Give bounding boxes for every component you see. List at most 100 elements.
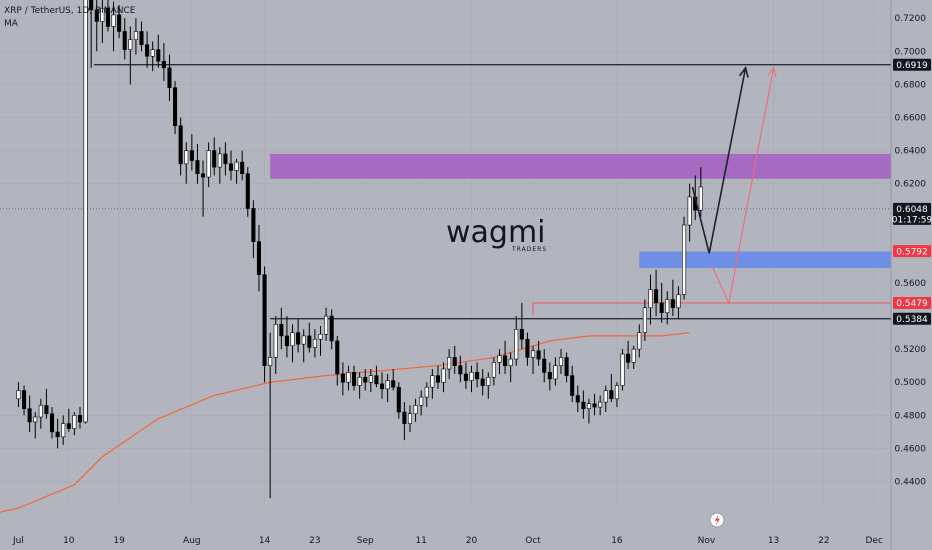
candle — [385, 373, 390, 403]
x-tick-label: 19 — [113, 536, 125, 546]
candle — [514, 316, 519, 366]
candle-body — [128, 39, 133, 50]
candle — [698, 167, 703, 217]
candle-body — [435, 375, 440, 383]
candle-body — [61, 423, 66, 438]
candle-body — [312, 338, 317, 348]
candle-body — [648, 289, 653, 309]
candle — [133, 18, 138, 55]
candle-body — [475, 372, 480, 380]
candle-body — [654, 289, 659, 304]
candle — [586, 398, 591, 424]
candle — [396, 382, 401, 419]
candle-body — [290, 332, 295, 347]
candle — [352, 365, 357, 391]
candle — [223, 142, 228, 176]
y-tick-label: 0.7200 — [895, 14, 927, 24]
candle — [620, 349, 625, 391]
x-tick-label: Sep — [357, 536, 374, 546]
candle-body — [547, 372, 552, 380]
candle-body — [586, 403, 591, 410]
x-tick-label: 20 — [466, 536, 478, 546]
candle — [184, 142, 189, 184]
candle — [430, 369, 435, 399]
price-axis[interactable]: 0.7200 0.7000 0.6800 0.6600 0.6400 0.6200 0.56… — [895, 14, 927, 487]
candle-body — [33, 416, 38, 423]
candle-body — [273, 324, 278, 358]
candle — [391, 369, 396, 391]
candle-body — [301, 335, 306, 345]
candle — [268, 332, 273, 499]
watermark-brand: wagmi — [446, 215, 546, 250]
candle — [519, 302, 524, 350]
candle — [463, 362, 468, 389]
candle — [161, 43, 166, 82]
chart-title: XRP / TetherUS, 1D, BINANCE — [4, 6, 136, 16]
candle-body — [368, 375, 373, 383]
candle — [139, 21, 144, 52]
candle-body — [122, 31, 127, 50]
candle-body — [620, 353, 625, 386]
candle-body — [575, 395, 580, 403]
candle — [189, 134, 194, 171]
candle-body — [659, 302, 664, 314]
candle-body — [94, 9, 99, 22]
resistance-zone — [270, 153, 891, 179]
zones-layer — [270, 153, 891, 269]
candle — [22, 385, 27, 416]
candle-body — [223, 153, 228, 165]
candle-body — [514, 328, 519, 360]
candle-body — [458, 365, 463, 375]
candle — [156, 34, 161, 68]
flash-icon[interactable] — [709, 512, 725, 528]
candle — [503, 340, 508, 374]
candle-body — [150, 49, 155, 57]
candle — [240, 150, 245, 181]
candle — [279, 307, 284, 350]
indicator-label[interactable]: MA — [4, 19, 19, 29]
time-axis[interactable]: Jul 10 19 Aug 14 23 Sep 11 20 Oct 16 Nov 13 22 Dec — [12, 536, 883, 546]
candle-body — [296, 332, 301, 345]
candle-body — [519, 328, 524, 340]
candle — [206, 142, 211, 187]
y-tick-label: 0.7000 — [895, 47, 927, 57]
candle-body — [133, 31, 138, 41]
candle-body — [564, 357, 569, 376]
candle — [475, 362, 480, 388]
candle-body — [463, 373, 468, 381]
candle-body — [89, 0, 94, 11]
candle — [402, 402, 407, 441]
candle-body — [240, 161, 245, 175]
candle-body — [189, 150, 194, 161]
candle-body — [206, 150, 211, 178]
candle-body — [357, 376, 362, 386]
candle — [525, 332, 530, 366]
y-tick-label: 0.5000 — [895, 378, 927, 388]
candle — [665, 291, 670, 325]
y-tick-label: 0.5200 — [895, 345, 927, 355]
candle-body — [268, 357, 273, 366]
candle-body — [424, 386, 429, 398]
y-tick-label: 0.6600 — [895, 113, 927, 123]
price-tag-label: 0.5384 — [896, 315, 928, 325]
candle — [44, 388, 49, 419]
candle-body — [117, 14, 122, 32]
candle-body — [324, 315, 329, 335]
candle — [407, 405, 413, 432]
candle-body — [374, 375, 379, 385]
x-tick-label: Aug — [183, 536, 201, 546]
candle-body — [228, 163, 234, 171]
candle — [117, 4, 122, 39]
candle — [66, 408, 71, 432]
candle-body — [139, 31, 144, 45]
candle — [111, 1, 116, 52]
candle — [603, 385, 608, 413]
candle-body — [262, 274, 267, 366]
candle — [441, 362, 446, 393]
candle-body — [212, 150, 217, 168]
price-tag-label: 0.6919 — [896, 61, 928, 71]
candle-body — [598, 401, 603, 408]
candle-body — [609, 390, 614, 400]
